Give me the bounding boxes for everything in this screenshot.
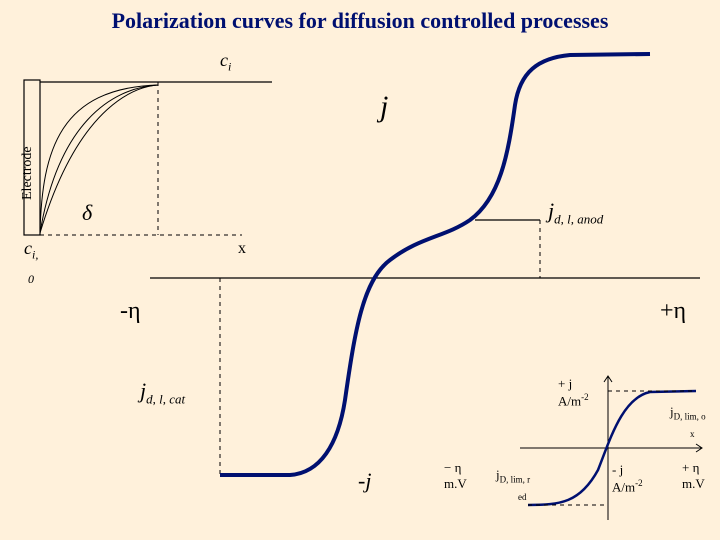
x-inset-label: x [238, 240, 246, 258]
inset-curve-2 [40, 85, 158, 233]
diagram-svg [0, 0, 720, 540]
plus-eta-label: +η [660, 298, 686, 325]
ci0-label: ci, 0 [24, 238, 38, 287]
jd-lim-ox-label: jD, lim, o x [670, 404, 706, 439]
jd-anod-label: jd, l, anod [548, 198, 603, 227]
small-plus-j-label: + j A/m-2 [558, 376, 589, 409]
jd-lim-red-label: jD, lim, r ed [496, 467, 530, 502]
minus-eta-label: -η [120, 298, 141, 325]
jd-cat-label: jd, l, cat [140, 378, 185, 407]
minus-j-label: -j [358, 468, 371, 494]
inset-curve-3 [40, 85, 158, 233]
small-minus-j-label: - j A/m-2 [612, 462, 643, 495]
main-polarization-curve [220, 54, 650, 475]
small-plus-eta-label: + η m.V [682, 460, 705, 492]
inset-curve-1 [40, 85, 158, 233]
ci-top-label: ci [220, 50, 231, 75]
j-big-label: j [380, 90, 388, 124]
small-minus-eta-label: − η m.V [444, 460, 467, 492]
electrode-label: Electrode [18, 146, 36, 200]
delta-label: δ [82, 200, 92, 226]
